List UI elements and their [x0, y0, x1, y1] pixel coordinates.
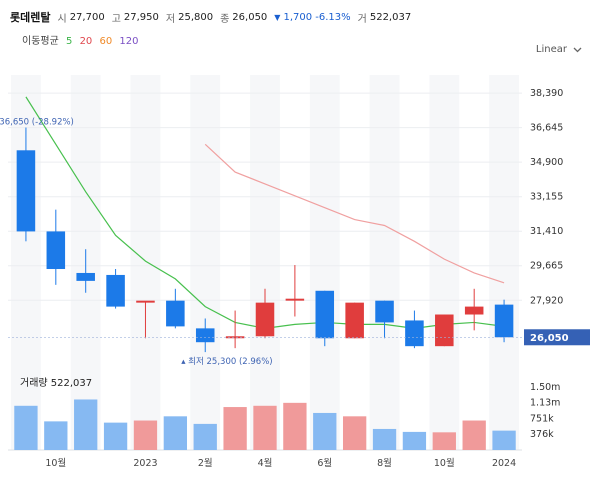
background-stripe	[429, 75, 460, 450]
y-tick-label: 33,155	[530, 192, 563, 203]
volume-tick-label: 751k	[530, 413, 554, 424]
chevron-down-icon	[573, 47, 582, 52]
ma-5[interactable]: 5	[66, 36, 73, 47]
y-tick-label: 29,665	[530, 261, 563, 272]
background-stripe	[250, 75, 280, 450]
candle-body	[494, 304, 514, 338]
volume-bar	[372, 428, 397, 450]
candle-body	[166, 300, 185, 327]
low-label: 저	[165, 13, 176, 25]
x-tick-label: 10월	[45, 457, 66, 469]
x-tick-label: 2월	[198, 457, 213, 469]
volume-bar	[492, 430, 516, 450]
volume-bar	[193, 423, 217, 450]
background-stripe	[489, 75, 520, 450]
high-value: 27,950	[123, 11, 159, 23]
background-stripe	[309, 75, 340, 450]
volume-tick-label: 1.50m	[530, 382, 560, 393]
ma-60[interactable]: 60	[99, 36, 113, 47]
volume-bar	[342, 416, 367, 450]
candle-body	[345, 302, 364, 339]
close-label: 종	[220, 13, 230, 25]
y-tick-label: 38,390	[530, 88, 563, 99]
candle-body	[195, 328, 215, 343]
min-price-label: ▴ 최저 25,300 (2.96%)	[181, 356, 272, 367]
change-value: 1,700 -6.13%	[283, 11, 351, 23]
high-label: 고	[111, 13, 121, 25]
ma-20[interactable]: 20	[79, 36, 93, 47]
moving-average-label: 이동평균	[22, 36, 59, 47]
current-price-label: 26,050	[530, 333, 569, 344]
x-tick-label: 2024	[492, 458, 516, 469]
candle-body	[285, 298, 305, 301]
candle-body	[225, 336, 245, 339]
x-tick-label: 10월	[434, 457, 455, 469]
background-stripe	[130, 75, 161, 450]
volume-bar	[163, 416, 188, 450]
y-tick-label: 36,645	[530, 123, 563, 134]
x-tick-label: 2023	[133, 458, 157, 469]
volume-bar	[223, 407, 247, 450]
volume-bar	[133, 420, 158, 450]
ma20-line	[204, 143, 505, 284]
volume-bar	[103, 422, 128, 450]
candle-body	[315, 290, 335, 339]
x-tick-label: 6월	[317, 457, 332, 469]
volume-value: 522,037	[369, 11, 412, 23]
candle-body	[106, 274, 125, 307]
candle-body	[136, 300, 155, 303]
candle-body	[16, 150, 36, 232]
open-value: 27,700	[69, 11, 105, 23]
volume-bar	[44, 421, 68, 450]
candle-body	[405, 320, 424, 347]
candle-body	[464, 306, 484, 315]
moving-average-legend[interactable]: 이동평균 5 20 60 120	[22, 32, 143, 47]
ma-120[interactable]: 120	[119, 36, 139, 47]
volume-bar	[432, 432, 456, 450]
price-header: 롯데렌탈 시 27,700 고 27,950 저 25,800 종 26,050…	[10, 8, 415, 26]
scale-label: Linear	[535, 44, 567, 55]
max-price-label: ▾ 최고 36,650 (-28.92%)	[0, 117, 74, 128]
volume-bar	[14, 405, 38, 450]
down-triangle-icon: ▼	[274, 12, 281, 22]
y-tick-label: 31,410	[530, 226, 563, 237]
candle-body	[255, 302, 275, 337]
volume-title: 거래량 522,037	[20, 377, 92, 389]
candle-body	[46, 231, 66, 270]
volume-label-short: 거	[357, 13, 367, 25]
volume-bar	[283, 402, 307, 450]
volume-tick-label: 376k	[530, 429, 554, 440]
volume-bar	[402, 431, 427, 450]
volume-bar	[313, 412, 337, 450]
y-tick-label: 27,920	[530, 295, 563, 306]
x-tick-label: 8월	[377, 457, 392, 469]
stock-name: 롯데렌탈	[10, 11, 51, 24]
open-label: 시	[57, 13, 67, 25]
scale-selector[interactable]: Linear	[536, 44, 582, 55]
candle-body	[375, 300, 394, 323]
y-tick-label: 34,900	[530, 157, 563, 168]
close-value: 26,050	[232, 11, 268, 23]
background-stripe	[369, 75, 400, 450]
background-stripe	[190, 75, 221, 450]
volume-bar	[74, 399, 98, 450]
volume-bar	[253, 405, 277, 450]
volume-bar	[462, 420, 486, 450]
candle-body	[435, 314, 454, 347]
x-tick-label: 4월	[258, 457, 273, 469]
low-value: 25,800	[178, 11, 214, 23]
volume-tick-label: 1.13m	[530, 397, 560, 408]
candle-body	[76, 272, 95, 281]
current-price-badge	[524, 329, 590, 346]
